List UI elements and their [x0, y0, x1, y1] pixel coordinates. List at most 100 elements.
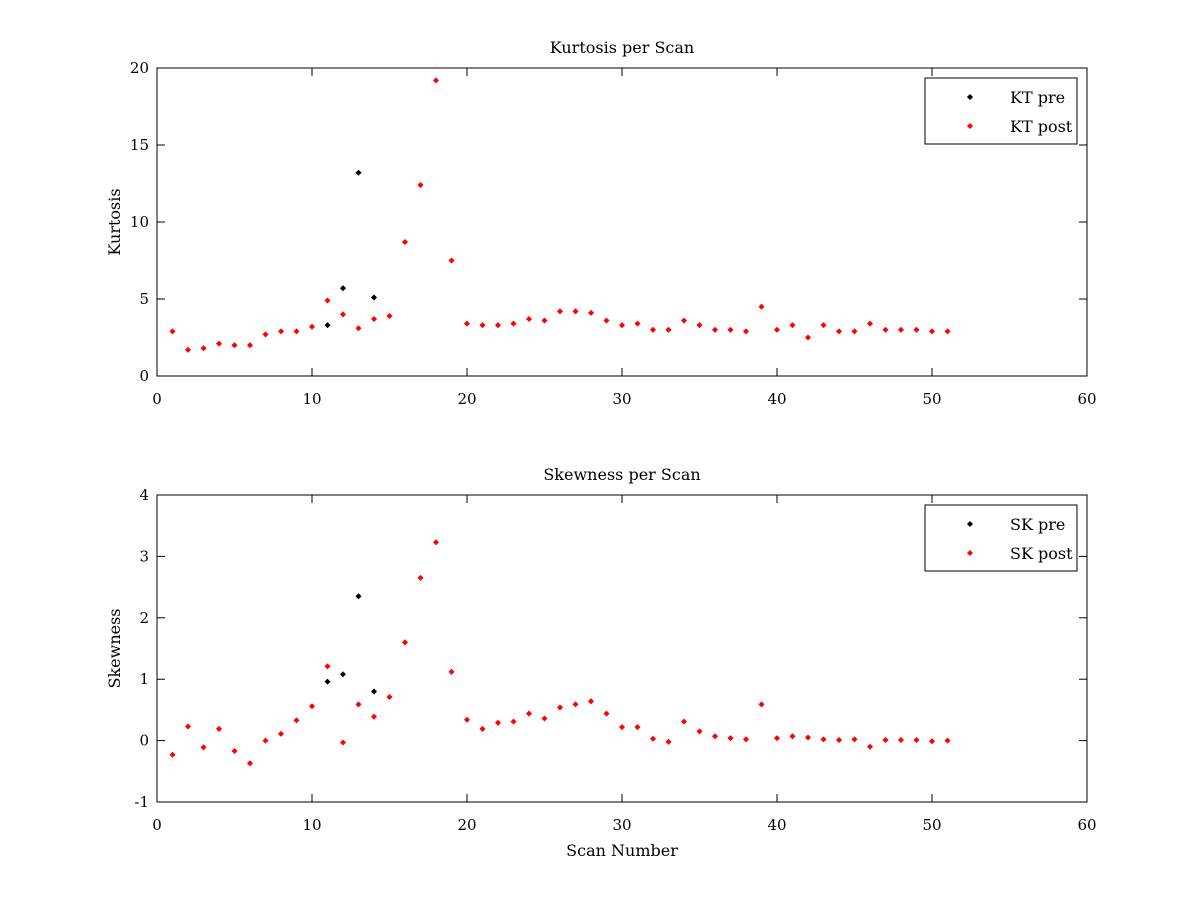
data-point	[510, 320, 517, 327]
x-tick-label: 30	[612, 390, 631, 408]
data-point	[897, 736, 905, 744]
data-point	[448, 668, 455, 675]
y-tick-label: 1	[139, 670, 149, 688]
data-point	[603, 710, 610, 717]
data-point	[618, 724, 626, 731]
data-point	[618, 322, 626, 329]
legend-label: SK post	[1010, 544, 1073, 563]
x-tick-label: 40	[767, 816, 786, 834]
data-point	[262, 331, 269, 338]
data-point	[665, 326, 672, 333]
data-point	[339, 285, 347, 292]
data-point	[479, 322, 486, 329]
data-point	[463, 716, 471, 723]
data-point	[448, 257, 455, 264]
y-axis-label: Kurtosis	[105, 188, 124, 255]
data-point	[866, 320, 874, 327]
data-point	[820, 736, 827, 743]
data-point	[324, 678, 331, 685]
data-point	[727, 735, 734, 742]
chart-title: Kurtosis per Scan	[550, 38, 694, 57]
data-point	[339, 739, 347, 746]
data-point	[696, 322, 703, 329]
legend-label: KT pre	[1010, 88, 1065, 107]
x-tick-label: 0	[152, 816, 162, 834]
data-point	[649, 735, 657, 742]
data-point	[355, 169, 362, 176]
data-point	[386, 693, 393, 701]
data-point	[169, 328, 176, 335]
y-axis-label: Skewness	[105, 608, 124, 688]
data-point	[711, 733, 719, 740]
legend-box	[924, 77, 1078, 145]
legend-marker	[966, 520, 974, 528]
data-point	[324, 322, 331, 329]
data-point	[479, 725, 486, 732]
legend: SK pre SK post	[924, 504, 1078, 572]
x-tick-label: 10	[302, 390, 321, 408]
data-point	[510, 718, 517, 725]
legend-marker	[966, 549, 974, 557]
data-point	[851, 736, 858, 743]
data-point	[525, 710, 533, 717]
data-point	[308, 323, 316, 330]
series-1	[324, 169, 378, 329]
series-1	[324, 593, 378, 695]
data-point	[680, 317, 688, 324]
legend: KT pre KT post	[924, 77, 1078, 145]
data-point	[913, 736, 920, 744]
data-point	[603, 317, 610, 324]
x-tick-label: 20	[457, 816, 476, 834]
y-tick-label: 2	[139, 609, 149, 627]
data-point	[293, 717, 300, 724]
data-point	[835, 328, 843, 335]
x-tick-label: 50	[922, 816, 941, 834]
data-point	[324, 663, 331, 670]
data-point	[401, 238, 409, 246]
data-point	[773, 735, 781, 742]
data-point	[417, 574, 424, 581]
data-point	[200, 744, 207, 751]
data-point	[200, 345, 207, 352]
y-tick-label: 15	[130, 136, 149, 154]
data-point	[882, 736, 889, 744]
legend-label: SK pre	[1010, 515, 1065, 534]
data-point	[587, 309, 595, 316]
data-point	[494, 322, 502, 329]
x-tick-label: 60	[1077, 816, 1096, 834]
x-axis-label: Scan Number	[566, 841, 678, 860]
data-point	[665, 738, 672, 745]
data-point	[324, 297, 331, 304]
data-point	[169, 751, 176, 758]
data-point	[944, 328, 951, 335]
data-point	[789, 322, 796, 329]
data-point	[804, 734, 812, 741]
data-point	[215, 725, 223, 732]
data-point	[742, 736, 750, 743]
data-point	[541, 715, 548, 722]
data-point	[401, 639, 409, 646]
data-point	[231, 342, 238, 349]
x-tick-label: 40	[767, 390, 786, 408]
data-point	[727, 326, 734, 333]
data-point	[572, 701, 579, 708]
data-point	[928, 738, 936, 745]
x-tick-label: 50	[922, 390, 941, 408]
data-point	[308, 703, 316, 710]
data-point	[184, 723, 192, 730]
data-point	[262, 737, 269, 744]
data-point	[944, 737, 951, 744]
data-point	[525, 315, 533, 323]
y-tick-label: 0	[139, 732, 149, 750]
series-2	[169, 539, 951, 767]
data-point	[355, 325, 362, 332]
data-point	[463, 320, 471, 327]
data-point	[758, 701, 765, 708]
data-point	[355, 701, 362, 708]
data-point	[835, 736, 843, 744]
data-point	[417, 182, 424, 189]
data-point	[928, 328, 936, 335]
data-point	[339, 311, 347, 318]
data-point	[246, 342, 254, 349]
